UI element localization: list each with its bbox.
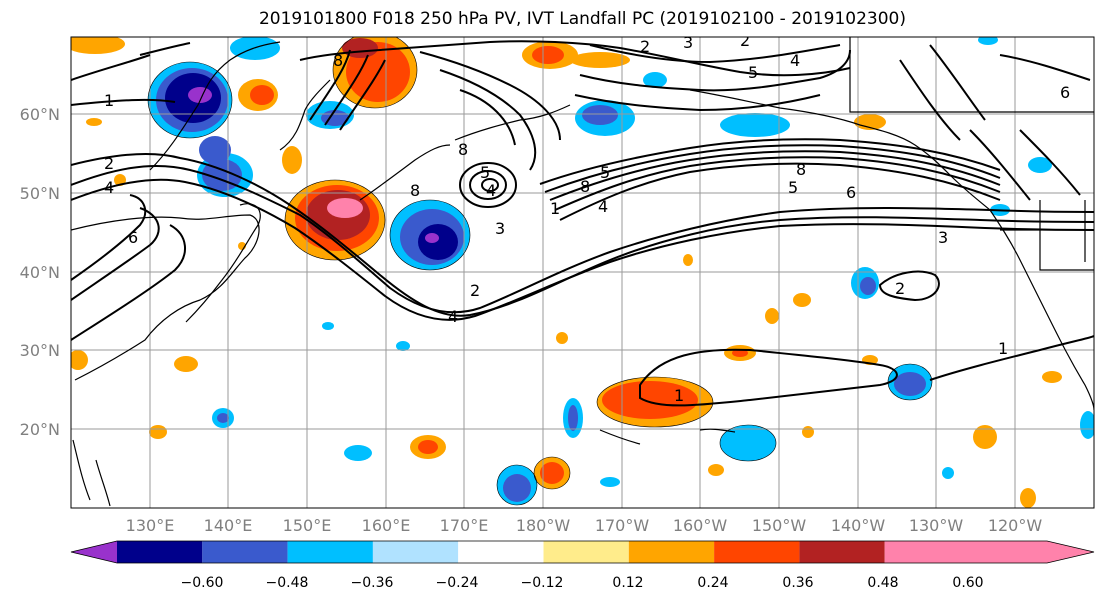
pv-outlines bbox=[147, 37, 933, 506]
contour-label: 5 bbox=[788, 178, 798, 197]
lon-tick-label: 140°W bbox=[831, 516, 886, 535]
colorbar-tick-label: 0.12 bbox=[612, 575, 643, 591]
contour-label: 2 bbox=[640, 37, 650, 56]
colorbar-tick-label: −0.12 bbox=[521, 575, 564, 591]
colorbar-swatch bbox=[202, 541, 288, 563]
colorbar-swatch bbox=[117, 541, 203, 563]
coastlines bbox=[71, 37, 1094, 507]
contour-label: 4 bbox=[598, 197, 608, 216]
ivt-contours bbox=[71, 40, 1094, 407]
contour-label: 3 bbox=[938, 228, 948, 247]
contour-label: 2 bbox=[740, 31, 750, 50]
lon-tick-label: 130°E bbox=[126, 516, 175, 535]
contour-label: 2 bbox=[470, 281, 480, 300]
colorbar-swatch bbox=[372, 541, 459, 563]
contour-label: 8 bbox=[458, 140, 468, 159]
lon-tick-label: 130°W bbox=[909, 516, 964, 535]
colorbar-tick-label: 0.48 bbox=[867, 575, 898, 591]
contour-label: 4 bbox=[448, 307, 458, 326]
map-title: 2019101800 F018 250 hPa PV, IVT Landfall… bbox=[258, 9, 906, 29]
contour-label: 8 bbox=[410, 181, 420, 200]
colorbar-tick-label: −0.24 bbox=[436, 575, 479, 591]
lon-tick-labels: 130°E 140°E 150°E 160°E 170°E 180°W 170°… bbox=[126, 516, 1043, 535]
lat-tick-label: 50°N bbox=[20, 184, 60, 203]
colorbar: −0.60 −0.48 −0.36 −0.24 −0.12 0.12 0.24 … bbox=[70, 540, 1095, 591]
lon-tick-label: 170°W bbox=[595, 516, 650, 535]
contour-label: 2 bbox=[104, 154, 114, 173]
contour-label: 8 bbox=[796, 160, 806, 179]
contour-label: 1 bbox=[674, 386, 684, 405]
contour-label: 5 bbox=[748, 63, 758, 82]
lat-tick-labels: 60°N 50°N 40°N 30°N 20°N bbox=[20, 105, 60, 439]
contour-label: 6 bbox=[1060, 83, 1070, 102]
colorbar-outline bbox=[70, 540, 1095, 564]
graticule bbox=[71, 37, 1094, 508]
lat-tick-label: 40°N bbox=[20, 263, 60, 282]
colorbar-tick-label: −0.60 bbox=[181, 575, 224, 591]
contour-label: 8 bbox=[333, 51, 343, 70]
colorbar-swatch bbox=[287, 541, 373, 563]
contour-label: 1 bbox=[998, 339, 1008, 358]
contour-label: 3 bbox=[495, 219, 505, 238]
lon-tick-label: 150°E bbox=[283, 516, 332, 535]
lon-tick-label: 150°W bbox=[752, 516, 807, 535]
lon-tick-label: 160°W bbox=[673, 516, 728, 535]
contour-label: 3 bbox=[683, 33, 693, 52]
colorbar-extend-left bbox=[71, 541, 117, 563]
contour-label: 4 bbox=[486, 181, 496, 200]
colorbar-tick-label: −0.36 bbox=[351, 575, 394, 591]
pv-shading bbox=[71, 37, 1094, 508]
lon-tick-label: 170°E bbox=[440, 516, 489, 535]
lon-tick-label: 180°W bbox=[516, 516, 571, 535]
contour-label: 5 bbox=[600, 163, 610, 182]
contour-label: 5 bbox=[480, 163, 490, 182]
lat-tick-label: 20°N bbox=[20, 420, 60, 439]
lon-tick-label: 120°W bbox=[988, 516, 1043, 535]
lat-tick-label: 30°N bbox=[20, 341, 60, 360]
lon-tick-label: 140°E bbox=[204, 516, 253, 535]
colorbar-swatch bbox=[458, 541, 544, 563]
lon-tick-label: 160°E bbox=[362, 516, 411, 535]
contour-label: 6 bbox=[128, 228, 138, 247]
contour-label: 2 bbox=[895, 279, 905, 298]
contour-label: 1 bbox=[550, 199, 560, 218]
colorbar-tick-label: 0.36 bbox=[782, 575, 813, 591]
contour-label: 6 bbox=[846, 183, 856, 202]
contour-label: 1 bbox=[104, 91, 114, 110]
colorbar-swatch bbox=[799, 541, 885, 563]
colorbar-tick-label: 0.24 bbox=[697, 575, 728, 591]
colorbar-swatch bbox=[714, 541, 800, 563]
colorbar-swatch bbox=[628, 541, 715, 563]
contour-labels: 1 2 4 6 8 8 5 4 3 2 5 4 3 8 5 6 3 8 5 4 … bbox=[104, 31, 1070, 405]
lat-tick-label: 60°N bbox=[20, 105, 60, 124]
colorbar-tick-label: −0.48 bbox=[266, 575, 309, 591]
contour-label: 4 bbox=[104, 178, 114, 197]
contour-label: 8 bbox=[580, 177, 590, 196]
colorbar-tick-label: 0.60 bbox=[952, 575, 983, 591]
colorbar-extend-right bbox=[884, 541, 1094, 563]
colorbar-swatch bbox=[543, 541, 629, 563]
contour-label: 4 bbox=[790, 51, 800, 70]
map-frame bbox=[70, 36, 1095, 509]
